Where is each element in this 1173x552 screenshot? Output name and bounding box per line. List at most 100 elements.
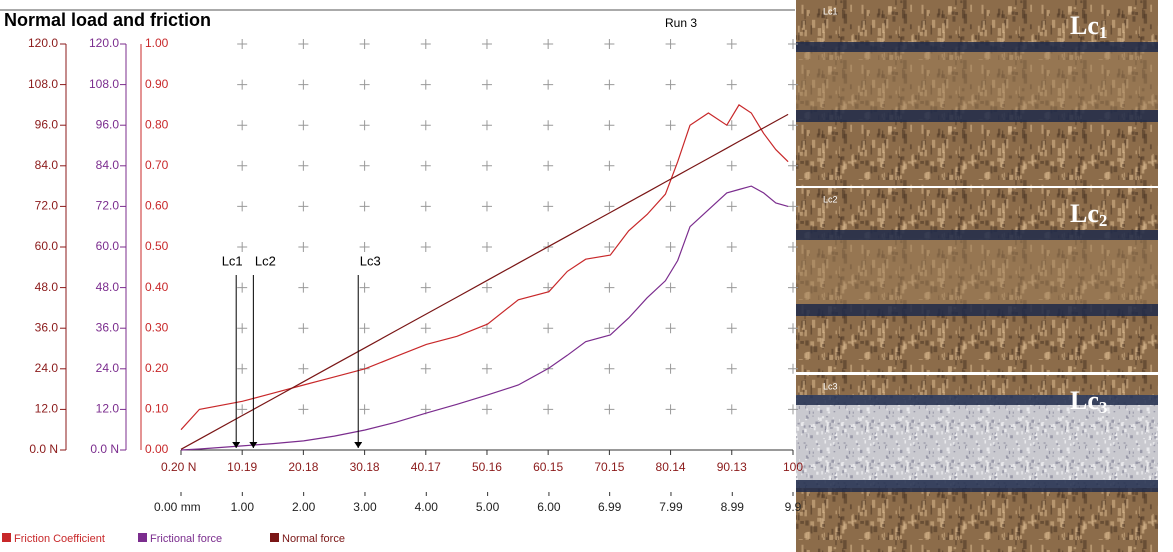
y-tick-label: 0.0 N [90, 442, 119, 456]
y-tick-label: 84.0 [96, 158, 120, 172]
x-tick-label: 6.00 [537, 500, 561, 514]
y-tick-label: 0.20 [145, 361, 169, 375]
grid-plus [726, 39, 737, 49]
micrograph: Lc2 Lc2 [796, 188, 1158, 372]
track-edge [796, 395, 1158, 405]
x2-tick-label: 0.20 N [161, 460, 196, 474]
label-sub: 1 [1099, 23, 1108, 42]
x2-tick-label: 60.15 [533, 460, 563, 474]
legend-label: Normal force [282, 533, 345, 545]
grid-plus [604, 282, 615, 293]
grid-plus [298, 79, 309, 90]
grid-plus [359, 282, 370, 293]
y-tick-label: 0.50 [145, 239, 169, 253]
grid-plus [481, 160, 492, 171]
grid-plus [298, 120, 309, 131]
label-main: Lc [1070, 386, 1099, 415]
grid-plus [665, 363, 676, 374]
grid-plus [543, 323, 554, 334]
x-tick-label: 3.00 [353, 500, 377, 514]
grid-plus [726, 201, 737, 212]
grid-plus [665, 323, 676, 334]
x2-tick-label: 100 [783, 460, 803, 474]
x2-tick-label: 40.17 [411, 460, 441, 474]
y-tick-label: 120.0 [28, 36, 58, 50]
grid-plus [665, 160, 676, 171]
micrograph-label: Lc1 [1070, 11, 1107, 42]
grid-plus [665, 39, 676, 49]
grid-plus [481, 242, 492, 252]
y-tick-label: 108.0 [28, 77, 58, 91]
grid-plus [420, 120, 431, 131]
grid-plus [788, 323, 798, 334]
grid-plus [788, 79, 798, 90]
y-tick-label: 72.0 [35, 199, 59, 213]
micrograph-label: Lc3 [1070, 386, 1107, 417]
label-sub: 3 [1099, 398, 1108, 417]
grid-plus [237, 404, 248, 415]
grid-plus [543, 404, 554, 415]
grid-plus [788, 201, 798, 212]
x-tick-label: 1.00 [231, 500, 255, 514]
grid-plus [481, 404, 492, 415]
grid-plus [665, 242, 676, 252]
micrograph-caption: Lc3 [823, 381, 838, 391]
x2-tick-label: 30.18 [350, 460, 380, 474]
scratch-grain [796, 395, 1158, 488]
grid-plus [359, 160, 370, 171]
x2-tick-label: 80.14 [656, 460, 686, 474]
label-main: Lc [1070, 11, 1099, 40]
legend-label: Frictional force [150, 533, 222, 545]
x-tick-label: 5.00 [476, 500, 500, 514]
grid-plus [604, 160, 615, 171]
grid-plus [359, 323, 370, 334]
grid-plus [604, 404, 615, 415]
grid-plus [726, 282, 737, 293]
grid-plus [665, 404, 676, 415]
y-tick-label: 24.0 [35, 361, 59, 375]
grid-plus [481, 120, 492, 131]
grid-plus [237, 323, 248, 334]
grid-plus [665, 120, 676, 131]
micrograph-caption: Lc1 [823, 6, 838, 16]
grid-plus [788, 282, 798, 293]
y-tick-label: 48.0 [35, 280, 59, 294]
grid-plus [298, 282, 309, 293]
annotation-label: Lc3 [360, 253, 381, 268]
grid-plus [604, 363, 615, 374]
grid-plus [726, 120, 737, 131]
grid-plus [481, 201, 492, 212]
x-tick-label: 7.99 [659, 500, 683, 514]
grid-plus [237, 79, 248, 90]
grid-plus [420, 282, 431, 293]
y-tick-label: 0.00 [145, 442, 169, 456]
x2-tick-label: 90.13 [717, 460, 747, 474]
grid-plus [604, 242, 615, 252]
y-tick-label: 108.0 [89, 77, 119, 91]
grid-plus [298, 160, 309, 171]
grid-plus [237, 39, 248, 49]
annotation-label: Lc1 [222, 253, 243, 268]
grid-plus [665, 79, 676, 90]
grid-plus [359, 242, 370, 252]
legend-swatch [138, 533, 147, 542]
y-tick-label: 36.0 [35, 320, 59, 334]
grid-plus [420, 79, 431, 90]
grid-plus [665, 201, 676, 212]
grid-plus [298, 363, 309, 374]
grid-plus [726, 323, 737, 334]
grid-plus [237, 282, 248, 293]
y-tick-label: 60.0 [96, 239, 120, 253]
grid-plus [543, 39, 554, 49]
y-tick-label: 0.70 [145, 158, 169, 172]
grid-plus [543, 120, 554, 131]
scratch-track [796, 50, 1158, 110]
grid-plus [481, 79, 492, 90]
y-tick-label: 0.90 [145, 77, 169, 91]
y-tick-label: 96.0 [35, 117, 59, 131]
grid-plus [604, 201, 615, 212]
grid-plus [420, 39, 431, 49]
x-tick-label: 0.00 mm [154, 500, 201, 514]
